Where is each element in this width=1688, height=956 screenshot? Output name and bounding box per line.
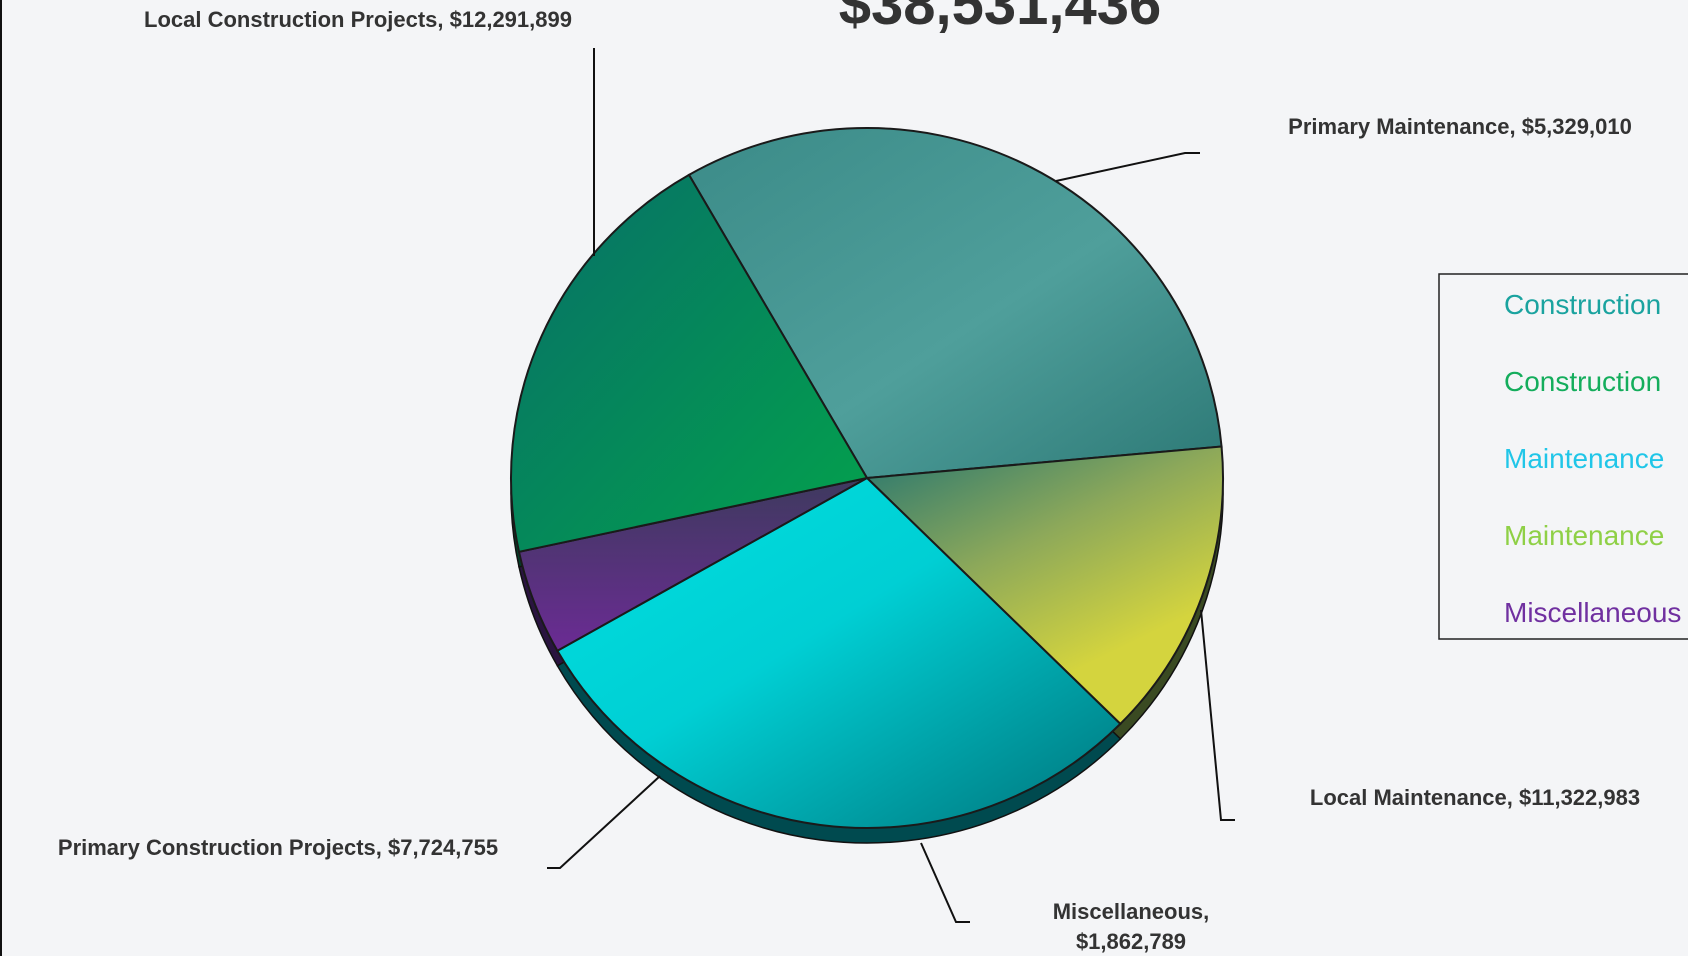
pie-slice-primary-maintenance xyxy=(864,445,1224,726)
slice-label-4-line-2: $1,862,789 xyxy=(1076,929,1186,954)
legend: Construction Construction Maintenance Maint… xyxy=(1438,273,1688,640)
slice-label-5: Primary Construction Projects, $7,724,75… xyxy=(58,835,498,860)
pie-slice-local-maintenance xyxy=(556,476,1122,829)
legend-entry-3: Maintenance xyxy=(1504,443,1664,474)
legend-box xyxy=(1438,273,1688,640)
legend-entry-2: Construction xyxy=(1504,366,1661,397)
chart-left-border xyxy=(0,0,2,956)
legend-entry-5: Miscellaneous xyxy=(1504,597,1681,628)
leader-line-2 xyxy=(1055,152,1200,182)
slice-label-4-line-1: Miscellaneous, xyxy=(1053,899,1210,924)
leader-line-5 xyxy=(547,775,661,869)
pie-slice-primary-construction-projects xyxy=(510,173,869,553)
slice-label-1: Local Construction Projects, $12,291,899 xyxy=(144,7,572,32)
leader-line-3 xyxy=(1200,609,1235,821)
leader-line-4 xyxy=(920,842,970,923)
slice-label-2: Primary Maintenance, $5,329,010 xyxy=(1288,114,1632,139)
total-amount: $38,531,436 xyxy=(839,0,1162,37)
legend-entry-1: Construction xyxy=(1504,289,1661,320)
pie-slice-local-construction-projects xyxy=(687,126,1223,480)
slice-label-3: Local Maintenance, $11,322,983 xyxy=(1310,785,1640,810)
legend-entry-4: Maintenance xyxy=(1504,520,1664,551)
